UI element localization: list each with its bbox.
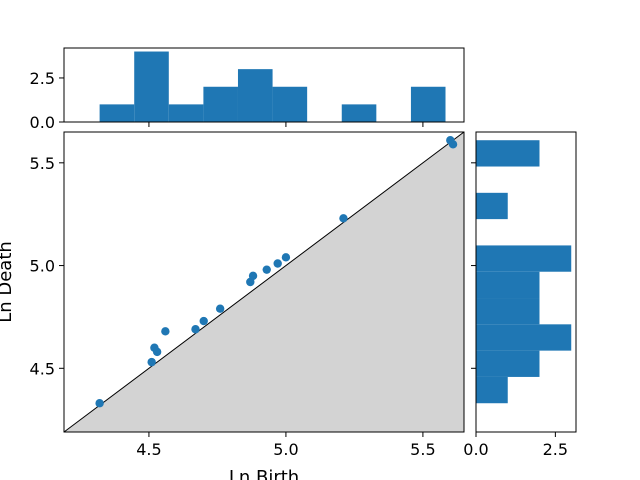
main-plot-content xyxy=(63,131,465,433)
main-x-ticks: 4.5 5.0 5.5 xyxy=(136,432,436,459)
right-histogram-bar xyxy=(476,245,572,272)
right-x-tick-label: 0.0 xyxy=(463,440,488,459)
scatter-point xyxy=(248,271,258,281)
x-tick-label: 4.5 xyxy=(136,440,161,459)
scatter-point xyxy=(273,259,282,268)
top-histogram-bar xyxy=(203,86,238,122)
top-histogram-bar xyxy=(99,104,135,122)
top-histogram-bar xyxy=(341,104,377,122)
top-histogram-bars xyxy=(99,51,446,122)
y-tick-label: 4.5 xyxy=(30,359,55,378)
top-histogram-bar xyxy=(410,86,446,122)
scatter-point xyxy=(95,399,104,408)
top-y-tick-label: 0.0 xyxy=(30,113,55,132)
x-tick-label: 5.5 xyxy=(410,440,435,459)
x-tick-label: 5.0 xyxy=(273,440,298,459)
right-histogram-bar xyxy=(476,376,508,404)
top-y-tick-label: 2.5 xyxy=(30,69,55,88)
right-histogram-bar xyxy=(476,350,540,377)
scatter-point xyxy=(147,357,156,367)
y-axis-label: Ln Death xyxy=(0,241,16,323)
scatter-point xyxy=(191,325,200,334)
top-histogram-ticks: 0.0 2.5 xyxy=(30,69,424,132)
right-histogram-axes: 0.0 2.5 xyxy=(463,131,577,459)
scatter-point xyxy=(448,140,458,149)
top-histogram-bar xyxy=(272,86,308,122)
top-histogram-frame xyxy=(63,47,465,123)
right-histogram-bar xyxy=(476,140,540,167)
scatter-point xyxy=(199,316,208,326)
scatter-point xyxy=(339,214,348,223)
right-histogram-bars xyxy=(476,140,572,404)
top-histogram-axes: 0.0 2.5 xyxy=(30,47,465,132)
scatter-point xyxy=(262,265,271,274)
right-histogram-bar xyxy=(476,298,540,325)
scatter-point xyxy=(152,347,162,357)
scatter-point xyxy=(215,304,225,313)
scatter-point xyxy=(161,327,170,336)
main-plot-frame xyxy=(63,131,465,433)
x-axis-label: Ln Birth xyxy=(229,467,299,480)
top-histogram-bar xyxy=(168,104,204,122)
right-histogram-bar xyxy=(476,271,540,299)
right-x-tick-label: 2.5 xyxy=(543,440,568,459)
diagonal-line xyxy=(63,131,465,433)
right-histogram-frame xyxy=(475,131,577,433)
right-histogram-bar xyxy=(476,324,572,351)
y-tick-label: 5.5 xyxy=(30,154,55,173)
top-histogram-bar xyxy=(237,69,273,122)
right-histogram-bar xyxy=(476,192,508,220)
y-tick-label: 5.0 xyxy=(30,257,55,276)
right-histogram-ticks: 0.0 2.5 xyxy=(463,162,568,459)
main-y-ticks: 4.5 5.0 5.5 xyxy=(30,154,64,378)
scatter-point xyxy=(281,253,291,262)
top-histogram-bar xyxy=(134,51,169,122)
main-axes: 4.5 5.0 5.5 4.5 5.0 5.5 xyxy=(30,131,465,459)
